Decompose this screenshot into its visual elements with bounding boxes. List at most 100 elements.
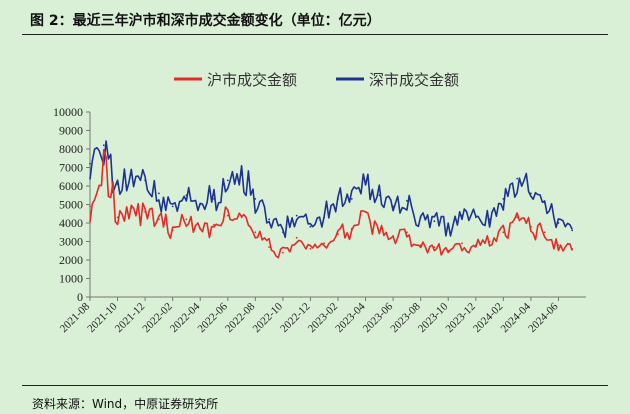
data-point-sh [309, 248, 312, 250]
data-point-sh [268, 246, 270, 249]
data-point-sh [254, 231, 257, 234]
data-point-sz [116, 183, 119, 186]
data-point-sz [419, 216, 422, 219]
data-point-sz [557, 222, 560, 224]
data-point-sh [571, 248, 574, 250]
y-tick-label: 3000 [59, 235, 83, 249]
data-point-sz [323, 216, 326, 219]
data-point-sz [530, 192, 532, 195]
data-point-sh [226, 214, 229, 217]
data-point-sh [144, 211, 147, 213]
data-point-sh [295, 236, 298, 239]
data-point-sz [461, 214, 463, 217]
y-tick-label: 7000 [59, 161, 83, 175]
data-point-sz [213, 198, 215, 200]
x-tick-label: 2023-12 [443, 301, 477, 335]
data-point-sz [406, 199, 408, 202]
x-tick-label: 2022-02 [140, 301, 174, 335]
series-line-sh [89, 148, 573, 259]
data-point-sz [185, 194, 188, 197]
y-tick-label: 2000 [59, 253, 83, 267]
data-point-sh [102, 162, 105, 165]
data-point-sz [364, 183, 367, 186]
data-point-sh [516, 216, 518, 219]
data-point-sh [557, 244, 560, 247]
data-point-sh [447, 249, 450, 252]
data-point-sh [240, 216, 243, 219]
data-point-sz [226, 179, 229, 182]
y-tick-label: 1000 [59, 272, 83, 286]
series-line-sz [89, 140, 573, 239]
bottom-rule [22, 385, 608, 386]
x-tick-label: 2021-12 [113, 301, 147, 335]
data-point-sh [350, 227, 353, 230]
data-point-sz [502, 198, 505, 200]
data-point-sh [171, 229, 174, 232]
y-tick-label: 4000 [59, 216, 83, 230]
data-point-sz [171, 205, 174, 208]
data-point-sh [130, 207, 133, 210]
data-point-sz [89, 162, 91, 165]
data-point-sh [364, 211, 367, 213]
data-point-sz [199, 203, 202, 206]
x-tick-label: 2024-02 [471, 301, 505, 335]
data-point-sh [461, 242, 463, 245]
series-layer [89, 140, 574, 259]
data-point-sh [392, 235, 394, 237]
y-tick-label: 10000 [53, 105, 83, 119]
data-point-sz [309, 225, 312, 228]
data-point-sh [406, 231, 408, 234]
data-point-sz [433, 220, 436, 223]
data-point-sz [447, 225, 450, 228]
data-point-sz [240, 174, 243, 176]
top-rule [22, 34, 608, 35]
y-tick-label: 6000 [59, 179, 83, 193]
data-point-sh [502, 231, 505, 234]
data-point-sz [571, 229, 574, 232]
data-point-sh [116, 216, 119, 219]
data-point-sh [474, 244, 477, 247]
data-point-sh [419, 244, 422, 247]
data-point-sz [282, 231, 284, 234]
data-point-sz [130, 174, 133, 176]
legend-label-sh: 沪市成交金额 [207, 71, 297, 89]
data-point-sh [488, 240, 491, 243]
data-point-sz [337, 198, 339, 200]
figure-title: 图 2：最近三年沪市和深市成交金额变化（单位：亿元） [30, 13, 381, 29]
y-tick-label: 9000 [59, 124, 83, 138]
data-point-sz [144, 179, 147, 182]
data-point-sz [268, 218, 270, 221]
data-point-sh [282, 251, 284, 254]
data-point-sh [323, 242, 326, 245]
data-point-sh [89, 205, 91, 208]
data-point-sz [516, 177, 518, 180]
legend-label-sz: 深市成交金额 [369, 71, 459, 89]
data-point-sz [254, 198, 257, 200]
data-point-sh [337, 233, 339, 236]
data-point-sz [158, 192, 160, 195]
data-point-sh [378, 231, 381, 234]
y-tick-label: 5000 [59, 198, 83, 212]
data-point-sh [530, 225, 532, 228]
source-note: 资料来源：Wind，中原证券研究所 [32, 397, 219, 411]
x-tick-label: 2022-12 [278, 301, 312, 335]
data-point-sh [185, 218, 188, 221]
data-point-sz [392, 205, 394, 208]
data-point-sh [158, 218, 160, 221]
data-point-sz [295, 214, 298, 217]
data-point-sz [474, 216, 477, 219]
data-point-sz [488, 218, 491, 221]
x-tick-label: 2024-06 [526, 300, 561, 335]
x-tick-label: 2023-02 [306, 301, 340, 335]
data-point-sh [213, 223, 215, 226]
y-tick-label: 0 [77, 290, 83, 304]
legend: 沪市成交金额 深市成交金额 [174, 71, 459, 89]
data-point-sz [350, 198, 353, 200]
data-point-sh [199, 227, 202, 230]
data-point-sz [543, 201, 546, 204]
data-point-sh [543, 231, 546, 234]
y-tick-label: 8000 [59, 142, 83, 156]
data-point-sz [102, 144, 105, 147]
data-point-sh [433, 246, 436, 249]
